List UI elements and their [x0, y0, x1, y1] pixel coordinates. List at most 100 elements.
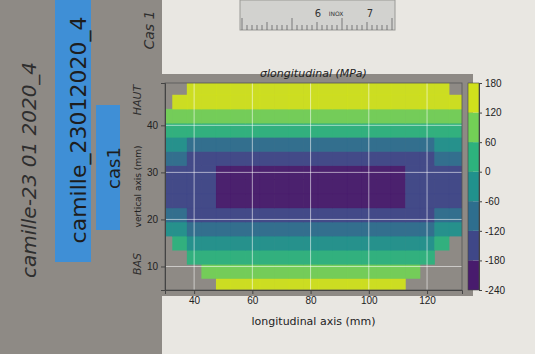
cell	[391, 208, 406, 223]
cell	[216, 236, 231, 251]
annotation: BAS	[131, 253, 144, 275]
cell	[289, 222, 304, 237]
cell	[231, 95, 246, 110]
cell	[332, 95, 347, 110]
cell	[260, 222, 275, 237]
cell	[434, 109, 449, 124]
cell	[231, 236, 246, 251]
cell	[216, 83, 231, 95]
cell	[172, 109, 187, 124]
cell	[216, 137, 231, 152]
cell	[332, 250, 347, 265]
cell	[391, 236, 406, 251]
cell	[172, 208, 187, 223]
cell	[231, 83, 246, 95]
ruler	[240, 0, 395, 30]
cell	[274, 194, 289, 209]
annotation: 6	[315, 8, 321, 19]
cell	[434, 83, 449, 95]
cell	[332, 151, 347, 166]
ruler-tick	[252, 25, 253, 30]
tick-mark	[479, 83, 482, 84]
cell	[434, 95, 449, 110]
cell	[347, 236, 362, 251]
ruler-tick	[337, 25, 338, 30]
tick-mark	[311, 290, 312, 294]
x-axis: 406080100120	[166, 290, 463, 306]
cell	[274, 236, 289, 251]
cell	[347, 208, 362, 223]
cell	[172, 236, 187, 251]
title: σlongitudinal (MPa)	[260, 67, 367, 80]
colorbar-frame	[468, 83, 479, 290]
annotation: camille-23 01 2020_4	[17, 62, 41, 278]
cell	[231, 137, 246, 152]
cell	[376, 250, 391, 265]
ruler-tick	[312, 25, 313, 30]
cell	[347, 95, 362, 110]
ruler-tick	[362, 25, 363, 30]
cell	[201, 95, 216, 110]
tick-label: 100	[361, 295, 378, 306]
tick-mark	[479, 290, 482, 291]
cell	[231, 278, 246, 290]
cell	[165, 179, 173, 194]
cell	[332, 109, 347, 124]
cell	[347, 137, 362, 152]
cell	[231, 222, 246, 237]
cell	[391, 151, 406, 166]
cell	[201, 137, 216, 152]
cell	[405, 179, 420, 194]
cell	[449, 208, 462, 223]
ruler-tick	[372, 25, 373, 30]
cell	[391, 278, 406, 290]
cell	[216, 250, 231, 265]
cell	[405, 95, 420, 110]
cell	[391, 222, 406, 237]
annotation: Cas 1	[141, 10, 157, 49]
tick-mark	[161, 219, 165, 220]
tick-mark	[479, 201, 482, 202]
cell	[376, 179, 391, 194]
cell	[172, 179, 187, 194]
cell	[231, 194, 246, 209]
cell	[318, 222, 333, 237]
tick: 80	[306, 290, 318, 306]
ruler-tick	[392, 18, 393, 30]
tick: 120	[479, 107, 502, 118]
cell	[274, 109, 289, 124]
tick-mark	[479, 172, 482, 173]
tick-label: 0	[485, 166, 491, 177]
cell	[201, 151, 216, 166]
cell	[289, 109, 304, 124]
cell	[165, 208, 173, 223]
cell	[231, 151, 246, 166]
tick-mark	[369, 290, 370, 294]
cell	[216, 179, 231, 194]
tick-label: -180	[485, 255, 505, 266]
cell	[260, 236, 275, 251]
cell	[274, 179, 289, 194]
tick: 100	[361, 290, 378, 306]
cell	[165, 194, 173, 209]
cell	[405, 208, 420, 223]
label-sticker	[55, 0, 91, 262]
cell	[274, 83, 289, 95]
cells	[165, 83, 462, 290]
colorbar-band	[468, 113, 479, 143]
y-axis: 10203040	[147, 84, 166, 291]
cell	[332, 208, 347, 223]
colorbar-band	[468, 142, 479, 172]
cell	[434, 236, 449, 251]
ruler-tick	[322, 25, 323, 30]
cell	[318, 179, 333, 194]
cell	[347, 109, 362, 124]
ruler-tick	[247, 25, 248, 30]
ruler-tick	[267, 22, 268, 30]
specimen-stem	[0, 0, 162, 354]
ruler-tick	[377, 25, 378, 30]
cell	[260, 151, 275, 166]
cell	[260, 109, 275, 124]
cell	[434, 208, 449, 223]
specimen-body	[155, 74, 473, 296]
